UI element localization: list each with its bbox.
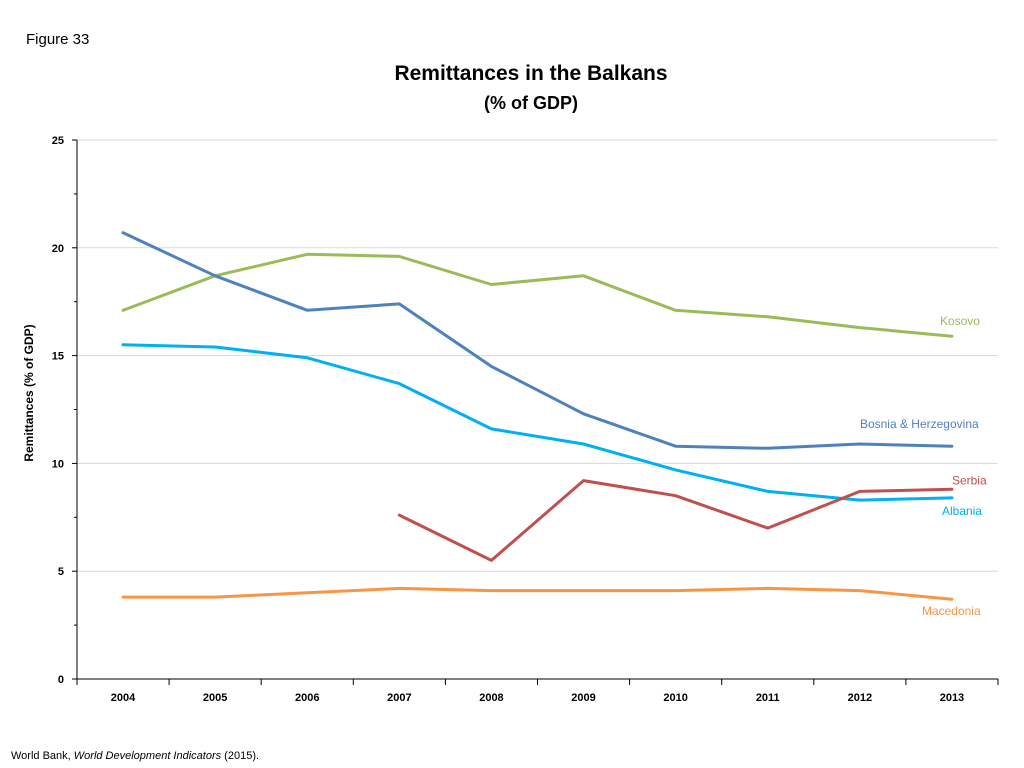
x-tick-label: 2006	[295, 692, 319, 704]
chart-subtitle: (% of GDP)	[484, 93, 578, 113]
x-tick-label: 2011	[756, 692, 780, 704]
y-tick-label: 15	[52, 351, 64, 363]
x-tick-label: 2008	[479, 692, 503, 704]
series-line-bosnia-herzegovina	[121, 231, 954, 450]
y-tick-label: 0	[58, 674, 64, 686]
series-label-albania: Albania	[942, 504, 982, 518]
source-prefix: World Bank,	[11, 750, 74, 762]
series-line-serbia	[397, 479, 954, 562]
source-suffix: (2015).	[221, 750, 260, 762]
series-label-macedonia: Macedonia	[922, 604, 981, 618]
x-tick-label: 2013	[940, 692, 964, 704]
x-tick-label: 2010	[663, 692, 687, 704]
y-tick-label: 25	[52, 135, 64, 147]
series-lines	[121, 231, 954, 601]
x-tick-label: 2009	[571, 692, 595, 704]
source-title: World Development Indicators	[73, 750, 222, 762]
axes	[72, 139, 999, 685]
y-axis-label: Remittances (% of GDP)	[22, 324, 36, 461]
x-tick-label: 2007	[387, 692, 411, 704]
x-tick-label: 2004	[111, 692, 136, 704]
figure-label: Figure 33	[26, 31, 90, 48]
source-note: World Bank, World Development Indicators…	[11, 750, 259, 762]
chart-title: Remittances in the Balkans	[394, 62, 668, 85]
x-tick-label: 2005	[203, 692, 227, 704]
series-label-kosovo: Kosovo	[940, 314, 980, 328]
series-line-albania	[121, 343, 954, 502]
series-label-serbia: Serbia	[952, 473, 987, 487]
y-tick-labels: 0 5 10 15 20 25	[52, 135, 64, 686]
y-tick-label: 10	[52, 458, 64, 470]
y-tick-label: 20	[52, 243, 64, 255]
series-line-macedonia	[121, 586, 954, 601]
gridlines	[77, 139, 998, 572]
x-tick-label: 2012	[848, 692, 872, 704]
series-labels: Kosovo Bosnia & Herzegovina Albania Serbia M…	[860, 314, 987, 618]
x-tick-labels: 2004 2005 2006 2007 2008 2009 2010 2011 2012 2013	[111, 692, 964, 704]
series-label-bosnia-herzegovina: Bosnia & Herzegovina	[860, 417, 979, 431]
series-line-kosovo	[121, 252, 954, 338]
y-tick-label: 5	[58, 566, 64, 578]
